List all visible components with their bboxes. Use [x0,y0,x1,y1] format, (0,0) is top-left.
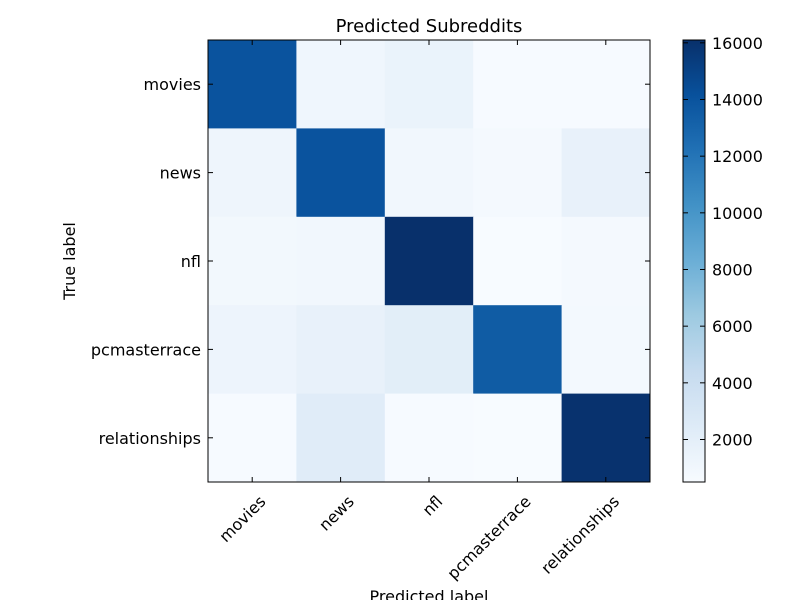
heatmap-cell [384,40,474,129]
heatmap-cell [208,216,297,306]
heatmap-cell [296,128,386,218]
colorbar-tick-label: 10000 [712,204,763,223]
x-axis-label: Predicted label [370,587,489,600]
y-tick-label: nfl [181,252,201,271]
heatmap-cell [208,128,297,218]
heatmap-cell [561,305,651,395]
x-tick-label: pcmasterrace [443,492,534,583]
heatmap-cell [296,40,386,129]
heatmap-cell [384,393,474,483]
heatmap-cell [561,393,651,483]
colorbar-tick-label: 6000 [712,317,753,336]
colorbar-tick-label: 14000 [712,91,763,110]
y-tick-label: movies [144,75,201,94]
heatmap-cell [208,393,297,483]
heatmap-cell [384,128,474,218]
x-tick-label: news [315,492,358,535]
heatmap-cell [473,216,563,306]
colorbar-tick-label: 2000 [712,431,753,450]
colorbar-tick-label: 16000 [712,34,763,53]
heatmap-cell [296,393,386,483]
colorbar-ticks: 2000 4000 6000 8000 10000 12000 14000 16000 [683,34,763,450]
chart-title: Predicted Subreddits [336,16,523,37]
heatmap-cell [296,216,386,306]
heatmap-cells [208,40,651,483]
heatmap-cell [208,40,297,129]
heatmap-cell [473,40,563,129]
y-tick-labels: movies news nfl pcmasterrace relationships [91,75,650,448]
y-tick-label: pcmasterrace [91,340,201,359]
heatmap-cell [561,216,651,306]
colorbar [682,39,706,483]
x-tick-label: relationships [537,492,623,578]
heatmap-cell [384,216,474,306]
colorbar-tick-label: 4000 [712,374,753,393]
y-axis-label: True label [60,222,79,301]
heatmap-cell [473,393,563,483]
heatmap-cell [561,40,651,129]
heatmap-cell [384,305,474,395]
x-tick-label: movies [215,492,269,546]
x-tick-label: nfl [419,492,447,520]
heatmap-cell [296,305,386,395]
colorbar-tick-label: 12000 [712,147,763,166]
y-tick-label: relationships [99,429,201,448]
colorbar-tick-label: 8000 [712,261,753,280]
y-tick-label: news [160,164,201,183]
heatmap-cell [561,128,651,218]
heatmap-cell [473,128,563,218]
heatmap-cell [473,305,563,395]
heatmap-cell [208,305,297,395]
